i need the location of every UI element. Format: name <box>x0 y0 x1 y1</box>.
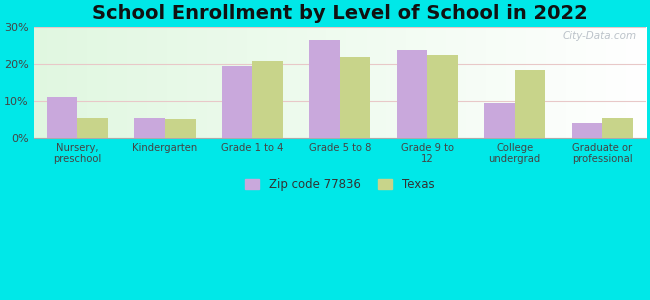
Bar <box>309 40 340 138</box>
Bar <box>571 123 602 138</box>
Bar <box>515 70 545 138</box>
Bar <box>47 97 77 138</box>
Legend: Zip code 77836, Texas: Zip code 77836, Texas <box>240 173 439 196</box>
Bar <box>222 66 252 138</box>
Bar <box>252 61 283 138</box>
Bar <box>340 57 370 138</box>
Bar <box>484 103 515 138</box>
Bar <box>427 55 458 138</box>
Bar <box>602 118 632 138</box>
Title: School Enrollment by Level of School in 2022: School Enrollment by Level of School in … <box>92 4 588 23</box>
Bar <box>396 50 427 138</box>
Bar <box>77 118 108 138</box>
Bar <box>165 119 196 138</box>
Bar <box>135 118 165 138</box>
Text: City-Data.com: City-Data.com <box>562 31 636 41</box>
